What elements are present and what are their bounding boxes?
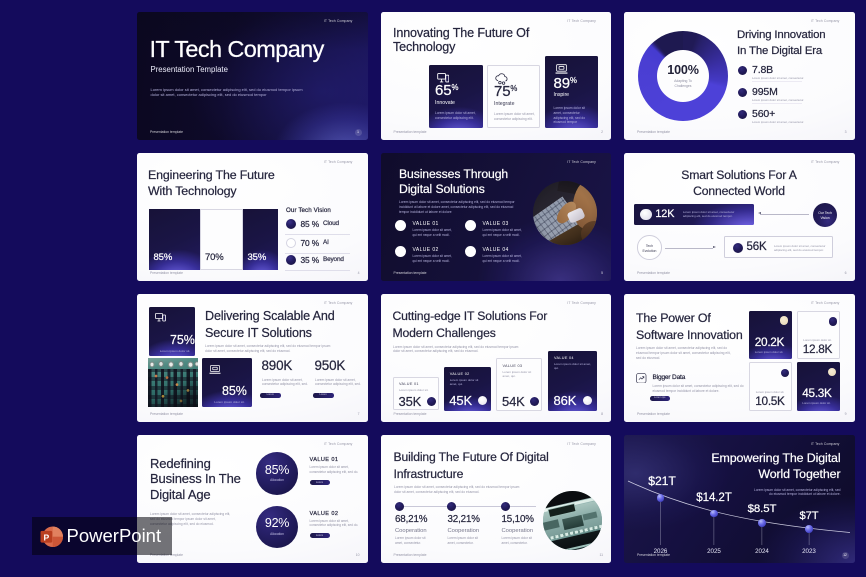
svg-text:P: P	[44, 532, 50, 542]
